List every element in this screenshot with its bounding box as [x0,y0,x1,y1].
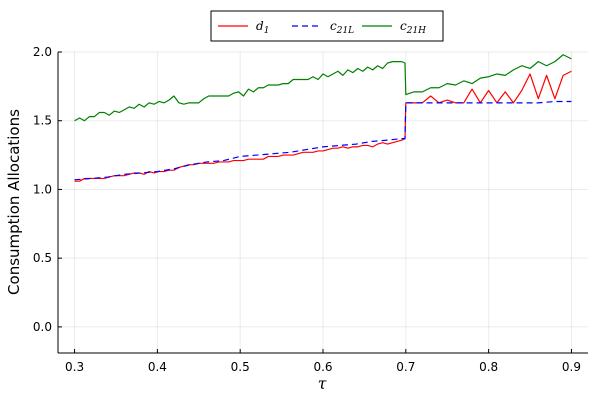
x-tick-label: 0.3 [65,360,84,374]
grid [58,51,588,353]
y-axis-label: Consumption Allocations [5,109,23,295]
y-tick-label: 1.0 [33,182,52,196]
x-tick-label: 0.7 [396,360,415,374]
axes: 0.3 0.4 0.5 0.6 0.7 0.8 0.9 0.0 0.5 1.0 1.5 2.0 [33,45,588,374]
y-tick-label: 1.5 [33,114,52,128]
y-tick-label: 2.0 [33,45,52,59]
legend-label: c21L [330,19,354,36]
legend-label: d1 [256,19,269,36]
legend: d1 c21L c21H [210,10,444,42]
y-tick-label: 0.0 [33,320,52,334]
legend-label: c21H [400,19,426,36]
x-tick-label: 0.9 [562,360,581,374]
series-line-c-21H [74,54,572,122]
x-tick-label: 0.5 [231,360,250,374]
y-tick-label: 0.5 [33,251,52,265]
legend-box [210,10,444,42]
series-lines [74,54,572,182]
x-tick-label: 0.4 [148,360,167,374]
x-axis-label: τ [318,374,328,393]
x-tick-label: 0.6 [313,360,332,374]
x-tick-label: 0.8 [479,360,498,374]
